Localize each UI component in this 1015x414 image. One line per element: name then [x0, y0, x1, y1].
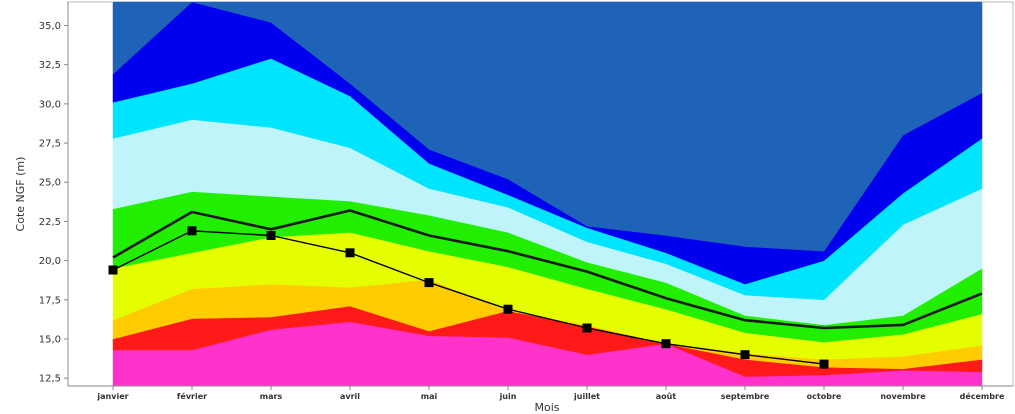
series-1-marker-2	[266, 231, 276, 240]
y-axis-title: Cote NGF (m)	[14, 157, 27, 232]
x-axis: janvier février mars avril mai juin juillet aoû…	[68, 385, 1013, 401]
y-tick-label: 25,0	[39, 178, 61, 189]
x-tick-label: avril	[340, 392, 360, 401]
y-tick-label: 17,5	[39, 295, 61, 306]
x-tick-label: octobre	[807, 392, 842, 401]
y-tick-label: 30,0	[39, 99, 61, 110]
x-tick-label: mars	[260, 392, 283, 401]
x-tick-label: décembre	[960, 391, 1005, 401]
x-tick-label: janvier	[96, 392, 128, 401]
x-tick-label: novembre	[880, 392, 926, 401]
series-1-marker-6	[582, 323, 592, 333]
x-tick-label: mai	[421, 392, 438, 401]
y-tick-label: 15,0	[39, 334, 61, 345]
series-1-marker-9	[819, 359, 829, 369]
x-tick-label: septembre	[721, 392, 770, 401]
x-axis-title: Mois	[534, 401, 559, 414]
x-tick-label: août	[656, 392, 677, 401]
series-1-marker-0	[108, 265, 118, 275]
y-tick-label: 12,5	[39, 374, 61, 385]
y-tick-label: 27,5	[39, 139, 61, 150]
x-tick-label: juin	[499, 392, 517, 401]
y-tick-label: 20,0	[39, 256, 61, 267]
y-tick-label: 32,5	[39, 60, 61, 71]
series-1-marker-1	[187, 226, 197, 236]
series-1-marker-7	[661, 339, 671, 349]
y-axis: 12,5 15,0 17,5 20,0 22,5 25,0 27,5 30,0 32,5 35,0	[39, 2, 69, 386]
y-tick-label: 35,0	[39, 21, 61, 32]
bands-layer	[112, 1, 983, 387]
series-line-1	[112, 230, 825, 365]
series-line-0	[112, 209, 983, 330]
series-1-marker-8	[740, 350, 750, 360]
y-tick-label: 22,5	[39, 217, 61, 228]
band-area-8	[112, 1, 983, 252]
x-tick-label: février	[177, 391, 207, 401]
x-tick-label: juillet	[573, 392, 600, 401]
series-1-marker-4	[424, 278, 434, 288]
series-1-marker-5	[503, 304, 513, 314]
lines-layer	[108, 209, 983, 369]
series-1-marker-3	[345, 248, 355, 258]
